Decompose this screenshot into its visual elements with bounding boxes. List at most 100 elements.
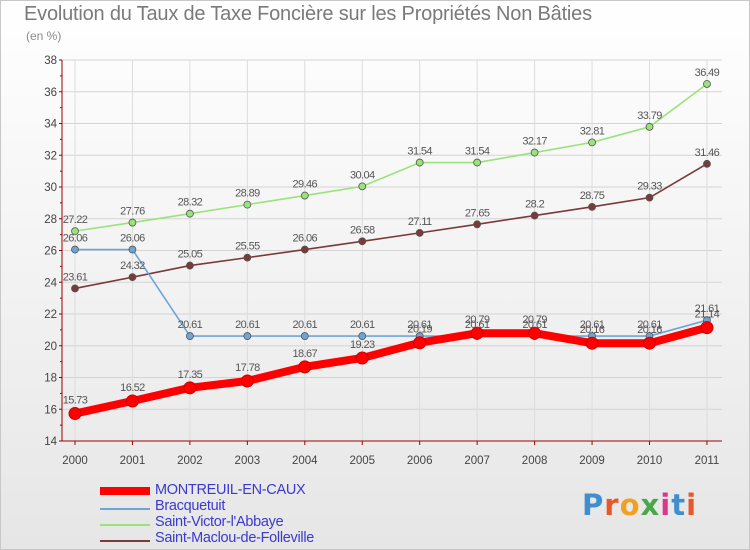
y-tick-label: 30 (44, 182, 57, 194)
data-label: 20.79 (522, 314, 547, 326)
data-label: 27.22 (63, 214, 88, 226)
logo-letter: i (686, 488, 698, 522)
data-label: 21.61 (695, 303, 720, 315)
data-point (71, 227, 79, 236)
x-tick-label: 2004 (292, 455, 318, 467)
legend-swatch (100, 508, 150, 510)
data-point (643, 336, 656, 350)
data-point (645, 193, 654, 202)
y-tick-label: 28 (44, 214, 57, 226)
data-point (473, 220, 482, 229)
data-point (183, 381, 197, 395)
data-point (358, 237, 367, 246)
x-tick-label: 2002 (177, 455, 203, 467)
data-point (530, 148, 539, 157)
data-point (185, 332, 194, 340)
data-point (358, 332, 367, 340)
data-label: 26.06 (63, 233, 88, 245)
data-label: 20.61 (465, 319, 490, 331)
y-tick-label: 18 (44, 373, 57, 385)
data-label: 24.32 (120, 260, 145, 272)
data-point (415, 228, 424, 237)
data-label: 18.67 (293, 348, 318, 360)
logo-letter: i (660, 488, 672, 522)
data-point (185, 261, 194, 270)
data-point (473, 158, 482, 167)
legend-label: Saint-Maclou-de-Folleville (155, 530, 315, 546)
x-tick-label: 2007 (464, 455, 490, 467)
data-label: 20.79 (465, 314, 490, 326)
data-label: 17.35 (178, 369, 203, 381)
data-label: 21.14 (695, 309, 720, 321)
data-label: 29.46 (293, 179, 318, 191)
data-label: 27.65 (465, 207, 490, 219)
proxiti-logo: Proxiti (582, 488, 697, 522)
data-point (530, 211, 539, 220)
data-label: 28.32 (178, 197, 203, 209)
data-point (300, 245, 309, 254)
data-label: 28.75 (580, 190, 605, 202)
x-tick-label: 2010 (637, 455, 663, 467)
y-tick-label: 38 (44, 55, 57, 67)
legend-swatch (100, 524, 150, 526)
legend-label: MONTREUIL-EN-CAUX (155, 482, 306, 498)
data-point (588, 138, 596, 147)
data-label: 32.81 (580, 125, 605, 137)
data-point (585, 336, 599, 350)
data-point (128, 245, 137, 254)
data-point (358, 182, 367, 191)
data-label: 27.11 (408, 216, 432, 228)
data-point (298, 360, 312, 374)
data-point (528, 326, 542, 340)
data-point (68, 407, 82, 421)
data-point (588, 202, 596, 211)
y-tick-label: 20 (44, 341, 57, 353)
data-label: 36.49 (695, 67, 720, 79)
data-label: 28.2 (525, 199, 544, 211)
data-point (355, 351, 369, 365)
y-tick-label: 36 (44, 87, 57, 99)
data-label: 20.61 (637, 319, 662, 331)
data-label: 25.55 (235, 241, 260, 253)
data-label: 26.58 (350, 224, 375, 236)
data-label: 25.05 (178, 249, 203, 261)
data-label: 27.76 (120, 206, 145, 218)
logo-letter: x (640, 488, 661, 522)
data-label: 20.61 (235, 319, 260, 331)
x-tick-label: 2008 (522, 455, 548, 467)
legend-label: Saint-Victor-l'Abbaye (155, 514, 284, 530)
data-label: 20.61 (522, 319, 547, 331)
legend-swatch (100, 487, 150, 495)
logo-letter: o (619, 488, 641, 522)
data-label: 26.06 (120, 233, 145, 245)
series-line (74, 248, 708, 337)
logo-letter: r (604, 488, 620, 522)
x-tick-label: 2011 (695, 455, 720, 467)
x-tick-label: 2003 (235, 455, 261, 467)
data-point (300, 191, 309, 200)
logo-letter: P (582, 488, 605, 522)
data-label: 30.04 (350, 169, 375, 181)
logo-letter: t (671, 488, 687, 522)
data-point (703, 159, 711, 168)
data-point (243, 253, 252, 262)
data-label: 33.79 (637, 110, 662, 122)
data-point (703, 80, 711, 88)
data-label: 20.61 (293, 319, 318, 331)
data-point (700, 321, 714, 335)
y-tick-label: 24 (44, 277, 57, 289)
data-label: 29.33 (637, 181, 662, 193)
data-label: 26.06 (293, 233, 318, 245)
chart-title: Evolution du Taux de Taxe Foncière sur l… (24, 3, 592, 25)
y-tick-label: 32 (44, 150, 57, 162)
x-tick-label: 2005 (349, 455, 375, 467)
data-label: 20.61 (350, 319, 375, 331)
data-label: 31.46 (695, 147, 720, 159)
data-point (470, 326, 484, 340)
series-line (74, 163, 708, 290)
data-label: 20.61 (178, 319, 203, 331)
data-label: 20.16 (580, 324, 605, 336)
data-label: 31.54 (465, 146, 490, 158)
data-label: 28.89 (235, 188, 260, 200)
data-label: 32.17 (522, 136, 547, 148)
